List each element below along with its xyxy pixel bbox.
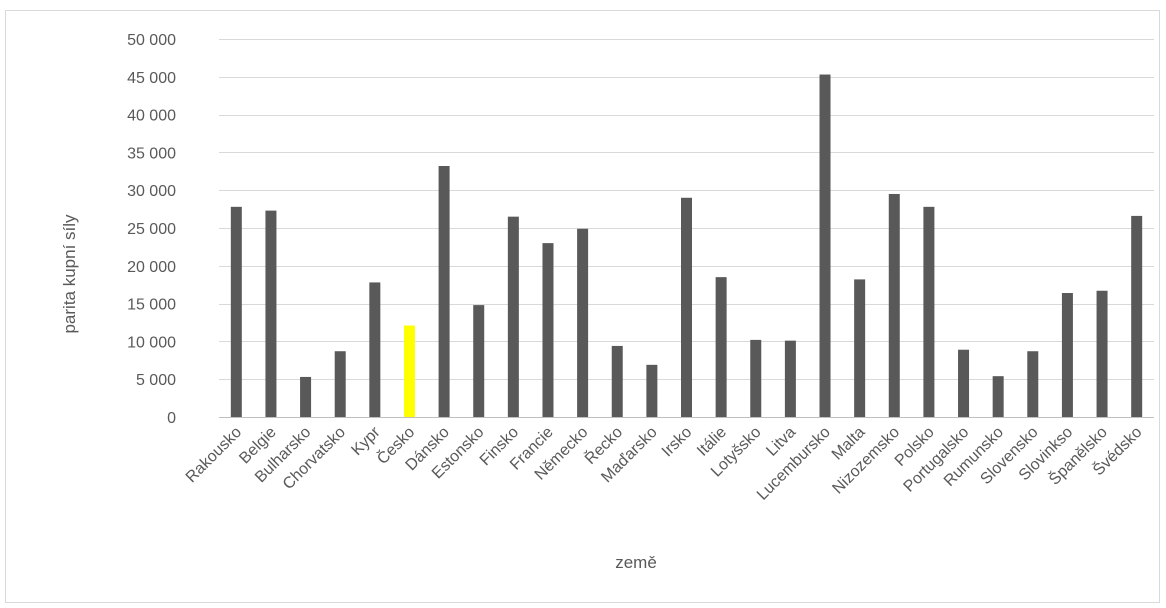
bar: [577, 228, 589, 417]
bar: [611, 345, 623, 417]
bar: [334, 351, 346, 417]
y-tick-label: 10 000: [127, 334, 176, 351]
bar: [715, 277, 727, 417]
bar: [507, 216, 519, 417]
bar: [854, 279, 866, 417]
y-tick-label: 0: [167, 410, 176, 427]
y-tick-label: 40 000: [127, 108, 176, 125]
bar: [1061, 293, 1073, 417]
bar: [300, 376, 312, 417]
y-axis-title: parita kupní síly: [60, 214, 79, 334]
bar: [1027, 351, 1039, 417]
bar: [681, 197, 692, 417]
bar: [646, 364, 658, 417]
y-tick-label: 50 000: [127, 32, 176, 49]
bar: [542, 243, 554, 417]
bar: [819, 74, 831, 418]
y-tick-label: 45 000: [127, 70, 176, 87]
bar: [1131, 215, 1143, 417]
bar: [958, 349, 970, 417]
x-tick-label: Irsko: [659, 424, 696, 461]
bar: [992, 376, 1004, 417]
y-tick-label: 20 000: [127, 259, 176, 276]
y-tick-label: 5 000: [136, 372, 176, 389]
y-tick-label: 30 000: [127, 183, 176, 200]
bar: [784, 340, 796, 417]
x-axis-title: země: [615, 553, 657, 572]
bar: [750, 339, 762, 417]
bar: [265, 210, 277, 417]
bar: [923, 206, 935, 417]
chart-area: 0 5 000 10 000 15 000 20 000 25 000 30 000 35 0…: [5, 10, 1160, 603]
y-axis-ticks: 0 5 000 10 000 15 000 20 000 25 000 30 000 35 0…: [127, 32, 176, 427]
bar: [403, 325, 415, 417]
bar: [473, 305, 485, 417]
bar: [888, 193, 900, 417]
bar-chart: 0 5 000 10 000 15 000 20 000 25 000 30 000 35 0…: [60, 32, 1154, 572]
y-tick-label: 35 000: [127, 145, 176, 162]
bar: [230, 206, 242, 417]
bar: [1096, 290, 1108, 417]
bar: [369, 282, 381, 417]
bars: [230, 74, 1143, 418]
y-tick-label: 25 000: [127, 221, 176, 238]
bar: [438, 166, 450, 417]
y-tick-label: 15 000: [127, 297, 176, 314]
